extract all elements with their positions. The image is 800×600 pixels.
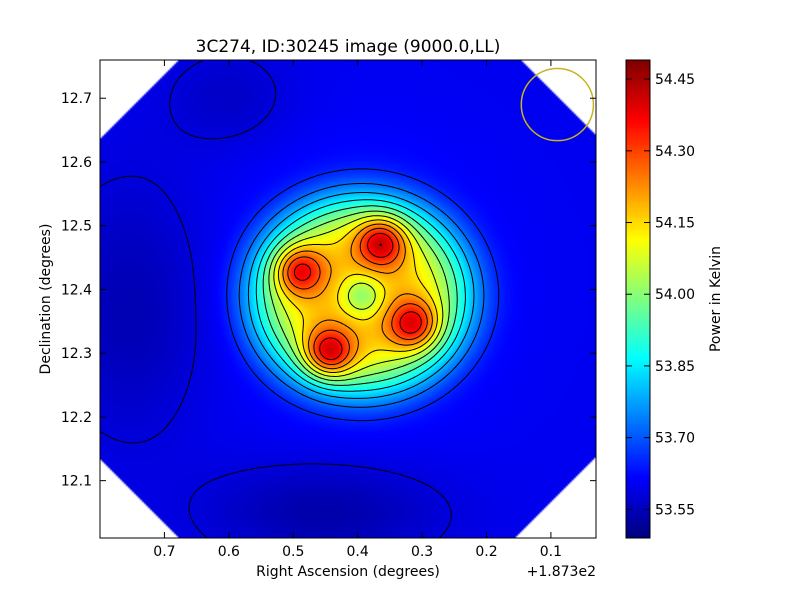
y-tick-label: 12.6 bbox=[61, 155, 92, 171]
colorbar-frame bbox=[625, 59, 651, 539]
beam-circle bbox=[520, 67, 595, 142]
x-tick-label: 0.5 bbox=[282, 544, 304, 560]
x-tick-label: 0.1 bbox=[540, 544, 562, 560]
contour-line-5 bbox=[262, 205, 458, 386]
contour-layer bbox=[100, 60, 500, 538]
contour-line-1 bbox=[226, 168, 500, 422]
colorbar-tick-label: 54.15 bbox=[655, 216, 695, 232]
y-tick-label: 12.2 bbox=[61, 410, 92, 426]
x-axis: 0.7 0.6 0.5 0.4 0.3 0.2 0.1 bbox=[153, 60, 562, 560]
heatmap-image bbox=[100, 60, 596, 538]
contour-line-2 bbox=[238, 183, 485, 408]
colorbar-tick-label: 53.55 bbox=[655, 502, 695, 518]
colorbar-tick-label: 54.45 bbox=[655, 72, 695, 88]
chart-title: 3C274, ID:30245 image (9000.0,LL) bbox=[196, 37, 501, 57]
x-tick-label: 0.3 bbox=[411, 544, 433, 560]
contour-line-3 bbox=[247, 192, 475, 399]
contour-line-0 bbox=[100, 60, 452, 538]
y-tick-label: 12.5 bbox=[61, 219, 92, 235]
y-axis-label: Declination (degrees) bbox=[38, 224, 54, 375]
x-tick-label: 0.7 bbox=[153, 544, 175, 560]
colorbar-tick-label: 54.30 bbox=[655, 144, 695, 160]
colorbar-tick-label: 53.85 bbox=[655, 359, 695, 375]
colorbar-axis: 53.55 53.70 53.85 54.00 54.15 54.30 54.45 bbox=[626, 72, 695, 518]
plot-area bbox=[100, 60, 596, 538]
contour-line-7 bbox=[273, 215, 444, 377]
y-axis: 12.1 12.2 12.3 12.4 12.5 12.6 12.7 bbox=[61, 91, 596, 490]
y-tick-label: 12.4 bbox=[61, 282, 92, 298]
colorbar-tick-label: 54.00 bbox=[655, 287, 695, 303]
x-tick-label: 0.2 bbox=[475, 544, 497, 560]
y-tick-label: 12.1 bbox=[61, 474, 92, 490]
colorbar-tick-label: 53.70 bbox=[655, 431, 695, 447]
contour-line-9 bbox=[282, 223, 433, 370]
y-tick-label: 12.3 bbox=[61, 346, 92, 362]
x-axis-label: Right Ascension (degrees) bbox=[256, 564, 440, 580]
x-axis-offset: +1.873e2 bbox=[527, 564, 596, 580]
contour-line-4 bbox=[255, 199, 466, 392]
x-tick-label: 0.6 bbox=[218, 544, 240, 560]
contour-line-10 bbox=[287, 227, 428, 365]
contour-line-8 bbox=[277, 219, 438, 373]
contour-line-12 bbox=[379, 243, 382, 246]
x-tick-label: 0.4 bbox=[347, 544, 369, 560]
y-tick-label: 12.7 bbox=[61, 91, 92, 107]
plot-frame bbox=[99, 59, 597, 539]
contour-line-6 bbox=[268, 210, 450, 382]
colorbar bbox=[626, 60, 650, 538]
colorbar-label: Power in Kelvin bbox=[708, 246, 724, 352]
contour-line-11 bbox=[293, 232, 422, 360]
